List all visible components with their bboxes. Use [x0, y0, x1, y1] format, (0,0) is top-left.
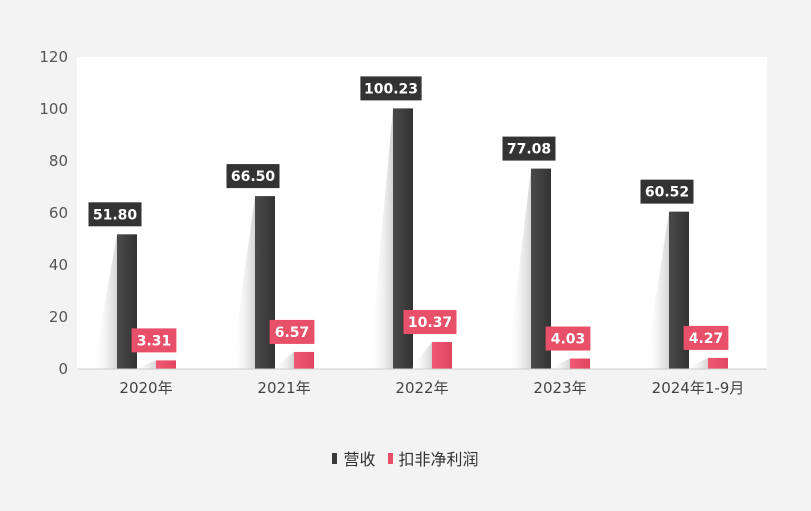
profit-bar	[708, 357, 728, 369]
bar-shadow	[410, 342, 432, 369]
profit-bar	[432, 342, 452, 369]
data-label: 60.52	[645, 185, 689, 201]
data-label: 10.37	[408, 315, 452, 331]
data-label-box	[131, 328, 177, 353]
bar-shadow	[231, 196, 255, 369]
bar-shadow	[645, 211, 669, 369]
y-tick-label: 0	[58, 360, 68, 378]
legend-label-revenue: 营收	[343, 450, 376, 469]
bar-shadow	[548, 358, 570, 369]
x-tick-label: 2020年	[119, 379, 172, 397]
data-label-box	[88, 202, 142, 227]
x-tick-label: 2024年1-9月	[652, 379, 745, 397]
bar-shadow	[272, 351, 294, 369]
y-tick-label: 80	[49, 152, 68, 170]
data-label-box	[683, 325, 729, 350]
data-label-box	[269, 319, 315, 344]
y-tick-label: 120	[39, 48, 68, 66]
data-label-box	[545, 326, 591, 351]
bar-shadow	[507, 168, 531, 369]
legend-label-profit: 扣非净利润	[398, 450, 479, 469]
data-label: 6.57	[275, 325, 310, 341]
data-label-box	[403, 310, 457, 335]
y-tick-label: 40	[49, 256, 68, 274]
x-tick-label: 2023年	[533, 379, 586, 397]
revenue-bar	[393, 108, 413, 369]
bar-shadow	[369, 108, 393, 369]
data-label: 66.50	[231, 169, 276, 185]
y-tick-label: 60	[49, 204, 68, 222]
revenue-bar	[531, 168, 551, 369]
data-label: 4.27	[689, 331, 724, 347]
y-tick-label: 100	[39, 100, 68, 118]
legend-item-profit[interactable]: 扣非净利润	[387, 446, 479, 470]
data-label: 77.08	[507, 142, 551, 158]
data-label-box	[502, 136, 556, 161]
profit-bar	[570, 358, 590, 369]
x-tick-label: 2022年	[395, 379, 448, 397]
data-label: 3.31	[137, 333, 172, 349]
legend-swatch-revenue	[332, 452, 338, 464]
legend: 营收 扣非净利润	[0, 446, 811, 470]
data-label: 100.23	[364, 81, 418, 97]
profit-bar	[294, 351, 314, 369]
bar-shadow	[93, 234, 117, 369]
chart-marks: 51.80 66.50 100.23 77.08 60.52 3.31 6.57 10.37 4…	[88, 76, 729, 369]
y-axis: 0 20 40 60 80 100 120	[39, 48, 68, 378]
profit-bar	[156, 360, 176, 369]
bar-shadow	[134, 360, 156, 369]
data-label: 51.80	[93, 207, 138, 223]
data-label-box	[226, 164, 280, 189]
legend-swatch-profit	[387, 452, 393, 464]
data-label-box	[640, 179, 694, 204]
x-axis: 2020年 2021年 2022年 2023年 2024年1-9月	[119, 379, 744, 397]
legend-item-revenue[interactable]: 营收	[332, 446, 376, 470]
data-label-box	[360, 76, 422, 101]
y-tick-label: 20	[49, 308, 68, 326]
x-tick-label: 2021年	[257, 379, 310, 397]
bar-shadow	[686, 357, 708, 369]
data-label: 4.03	[551, 332, 586, 348]
